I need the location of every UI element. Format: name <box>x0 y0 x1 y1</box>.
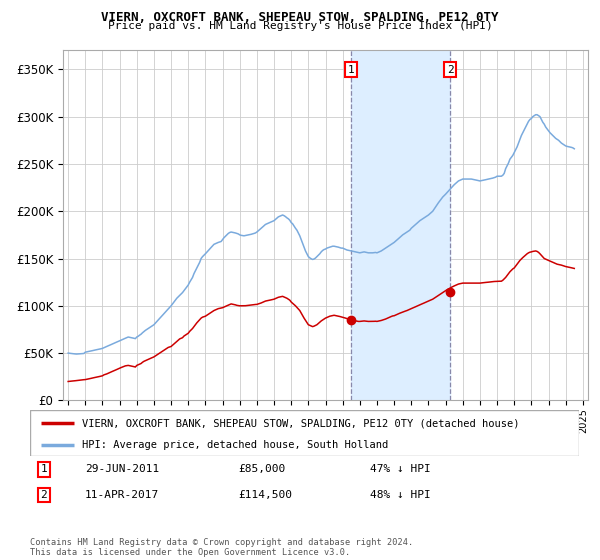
Text: 11-APR-2017: 11-APR-2017 <box>85 490 159 500</box>
Text: 2: 2 <box>40 490 47 500</box>
Text: £114,500: £114,500 <box>239 490 293 500</box>
Text: 2: 2 <box>447 64 454 74</box>
Text: VIERN, OXCROFT BANK, SHEPEAU STOW, SPALDING, PE12 0TY: VIERN, OXCROFT BANK, SHEPEAU STOW, SPALD… <box>101 11 499 24</box>
Text: 48% ↓ HPI: 48% ↓ HPI <box>370 490 431 500</box>
Text: HPI: Average price, detached house, South Holland: HPI: Average price, detached house, Sout… <box>82 440 388 450</box>
Text: Price paid vs. HM Land Registry's House Price Index (HPI): Price paid vs. HM Land Registry's House … <box>107 21 493 31</box>
Text: Contains HM Land Registry data © Crown copyright and database right 2024.
This d: Contains HM Land Registry data © Crown c… <box>30 538 413 557</box>
Text: 1: 1 <box>348 64 355 74</box>
Bar <box>351 50 450 400</box>
Text: 1: 1 <box>40 464 47 474</box>
Text: 29-JUN-2011: 29-JUN-2011 <box>85 464 159 474</box>
Text: 47% ↓ HPI: 47% ↓ HPI <box>370 464 431 474</box>
Text: VIERN, OXCROFT BANK, SHEPEAU STOW, SPALDING, PE12 0TY (detached house): VIERN, OXCROFT BANK, SHEPEAU STOW, SPALD… <box>82 418 520 428</box>
Text: £85,000: £85,000 <box>239 464 286 474</box>
